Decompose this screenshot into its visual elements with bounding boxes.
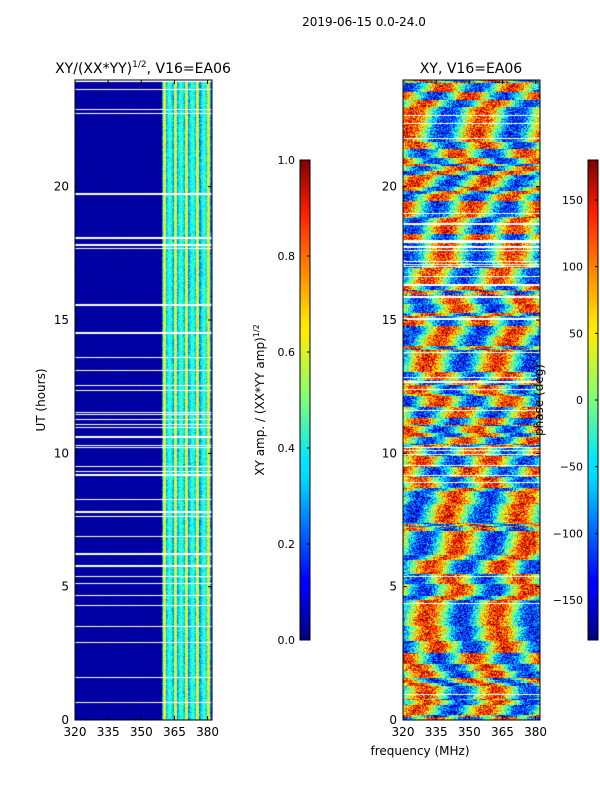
y-tick-label: 20: [382, 180, 397, 194]
colorbar-tick-label: −100: [553, 527, 583, 540]
figure-suptitle: 2019-06-15 0.0-24.0: [302, 15, 426, 29]
y-tick-label: 5: [61, 580, 69, 594]
x-tick-label: 350: [458, 725, 481, 739]
colorbar-tick-label: 0.8: [278, 250, 296, 263]
amplitude-title-tail: , V16=EA06: [147, 61, 231, 77]
colorbar-tick-label: 0.0: [278, 634, 296, 647]
amplitude-panel: XY/(XX*YY)1/2, V16=EA06 320 335 350 365 380 0…: [34, 60, 231, 739]
y-tick-label: 0: [389, 713, 397, 727]
phase-colorbar: −150 −100 −50 0 50 100 150 phase (deg): [532, 159, 599, 641]
amplitude-colorbar-label: XY amp. / (XX*YY amp)1/2: [252, 324, 267, 475]
phase-heatmap: [403, 80, 540, 720]
colorbar-tick-label: −50: [560, 461, 583, 474]
colorbar-tick-label: 50: [569, 327, 583, 340]
y-tick-label: 15: [54, 313, 69, 327]
amplitude-axes-frame: [74, 79, 213, 721]
colorbar-tick-label: 0.6: [278, 346, 296, 359]
amplitude-colorbar-label-main: XY amp. / (XX*YY amp): [253, 337, 267, 475]
x-tick-label: 380: [524, 725, 547, 739]
amplitude-axis-ticks: 320 335 350 365 380 0 5 10 15 20: [54, 80, 219, 739]
x-tick-label: 320: [64, 725, 87, 739]
y-tick-label: 20: [54, 180, 69, 194]
colorbar-tick-label: 100: [562, 261, 583, 274]
amplitude-colorbar: 0.0 0.2 0.4 0.6 0.8 1.0 XY amp. / (XX*YY amp)…: [252, 154, 311, 647]
phase-axes-frame: [402, 79, 541, 721]
y-tick-label: 0: [61, 713, 69, 727]
x-tick-label: 335: [97, 725, 120, 739]
amplitude-ylabel: UT (hours): [34, 368, 48, 431]
x-tick-label: 365: [163, 725, 186, 739]
shared-xlabel: frequency (MHz): [370, 744, 469, 758]
colorbar-tick-label: 0.2: [278, 538, 296, 551]
amplitude-panel-title: XY/(XX*YY)1/2, V16=EA06: [55, 60, 231, 77]
phase-colorbar-label: phase (deg): [532, 364, 546, 436]
amplitude-colorbar-gradient: [299, 159, 311, 641]
y-tick-label: 10: [54, 446, 69, 460]
colorbar-tick-label: 0: [576, 394, 583, 407]
colorbar-tick-label: 0.4: [278, 442, 296, 455]
x-tick-label: 335: [425, 725, 448, 739]
x-tick-label: 350: [130, 725, 153, 739]
amplitude-heatmap: [75, 80, 212, 720]
colorbar-tick-label: 1.0: [278, 154, 296, 167]
colorbar-tick-label: −150: [553, 594, 583, 607]
y-tick-label: 5: [389, 580, 397, 594]
amplitude-title-main: XY/(XX*YY): [55, 61, 132, 77]
phase-colorbar-ticks: −150 −100 −50 0 50 100 150: [553, 194, 598, 607]
y-tick-label: 15: [382, 313, 397, 327]
phase-panel: XY, V16=EA06 320 335 350 365 380 0 5 10 15 20 fre…: [370, 61, 547, 758]
colorbar-tick-label: 150: [562, 194, 583, 207]
phase-axis-ticks: 320 335 350 365 380 0 5 10 15 20: [382, 80, 547, 739]
x-tick-label: 365: [491, 725, 514, 739]
amplitude-colorbar-ticks: 0.0 0.2 0.4 0.6 0.8 1.0: [278, 154, 310, 647]
amplitude-colorbar-label-exp: 1/2: [252, 324, 261, 337]
x-tick-label: 380: [196, 725, 219, 739]
amplitude-title-exp: 1/2: [132, 60, 146, 70]
x-tick-label: 320: [392, 725, 415, 739]
y-tick-label: 10: [382, 446, 397, 460]
phase-panel-title: XY, V16=EA06: [420, 61, 522, 77]
